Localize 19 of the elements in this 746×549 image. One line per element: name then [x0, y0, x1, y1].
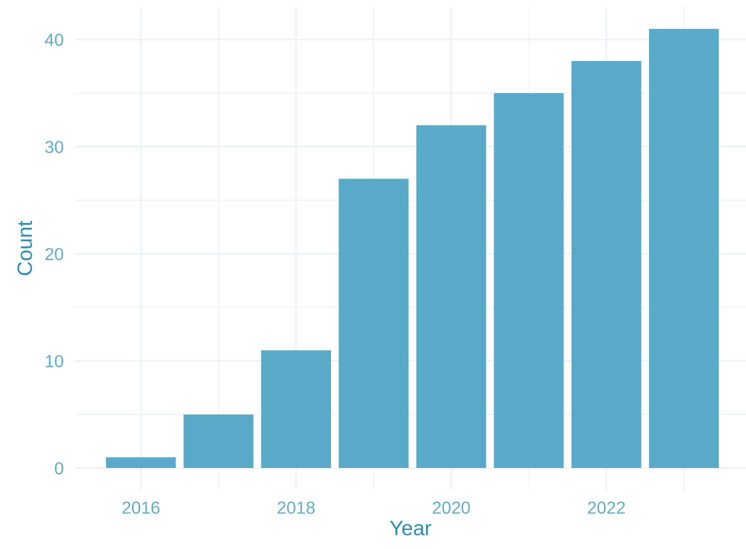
- x-tick-label: 2020: [432, 502, 470, 514]
- bar: [338, 178, 409, 468]
- y-tick-label: 0: [54, 462, 64, 474]
- bar: [416, 125, 486, 468]
- x-tick-label: 2018: [278, 502, 315, 514]
- bar: [494, 93, 564, 468]
- bar: [649, 28, 719, 468]
- bar: [106, 457, 176, 468]
- y-tick-label: 40: [44, 34, 64, 46]
- y-tick-label: 30: [45, 140, 64, 154]
- bar: [261, 350, 331, 468]
- x-axis-title: Year: [390, 520, 432, 536]
- y-tick-label: 20: [45, 248, 64, 260]
- y-tick-label: 10: [46, 355, 64, 368]
- x-tick-label: 2016: [122, 502, 160, 514]
- x-tick-label: 2022: [588, 502, 625, 514]
- bar: [184, 414, 254, 468]
- bar: [571, 60, 642, 468]
- y-axis-title: Count: [17, 220, 32, 276]
